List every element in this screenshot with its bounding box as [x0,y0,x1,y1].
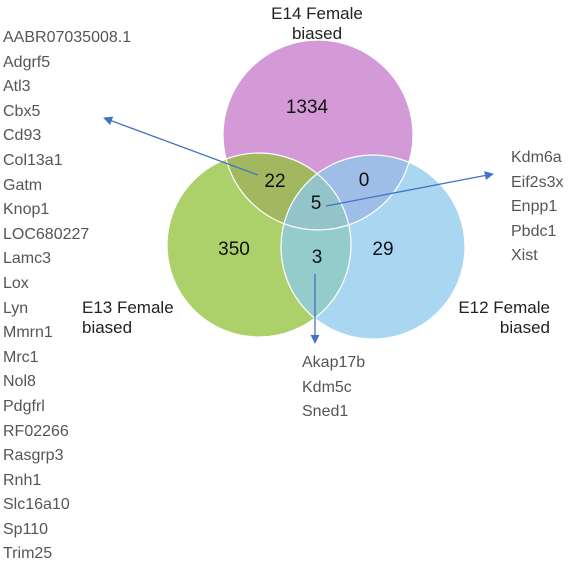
gene-item: Knop1 [3,201,50,219]
gene-item: Rnh1 [3,471,42,489]
count-all-three: 5 [311,193,322,214]
arrow-all-three [325,171,494,207]
count-e14-e12: 0 [359,170,370,191]
gene-item: Xist [511,247,538,265]
gene-item: Kdm5c [302,378,352,396]
arrow-e14-e13 [103,116,259,176]
set-label-e13: E13 Female biased [82,298,174,337]
gene-item: Lox [3,274,29,292]
gene-list-e13-e12: Akap17b Kdm5c Sned1 [302,351,365,425]
gene-item: Rasgrp3 [3,447,64,465]
gene-item: Atl3 [3,78,31,96]
gene-item: Col13a1 [3,151,63,169]
gene-item: Mmrn1 [3,324,53,342]
gene-item: Cd93 [3,127,42,145]
gene-item: Akap17b [302,354,366,371]
gene-item: Slc16a10 [3,496,70,514]
gene-item: Pbdc1 [511,222,557,240]
circle-e12 [281,155,465,339]
gene-item: Trim25 [3,545,53,563]
gene-item: Nol8 [3,373,36,391]
gene-item: Sned1 [302,403,349,421]
gene-item: Mrc1 [3,348,39,366]
count-e13-only: 350 [218,239,250,260]
gene-list-all-three: Kdm6a Eif2s3x Enpp1 Pbdc1 Xist [511,146,563,269]
count-e13-e12: 3 [312,247,323,268]
count-e14-e13: 22 [264,171,285,192]
gene-item: Lyn [3,299,29,317]
count-e12-only: 29 [372,239,393,260]
gene-item: Adgrf5 [3,53,51,71]
set-label-e14: E14 Female biased [271,4,363,43]
gene-item: Cbx5 [3,102,41,120]
gene-item: LOC680227 [3,225,90,243]
gene-item: Pdgfrl [3,397,45,415]
gene-item: Eif2s3x [511,173,564,191]
gene-item: Lamc3 [3,250,52,268]
gene-item: RF02266 [3,422,69,440]
gene-item: Enpp1 [511,198,558,216]
gene-item: Gatm [3,176,43,194]
gene-list-e14-e13: AABR07035008.1 Adgrf5 Atl3 Cbx5 Cd93 Col13a1 G… [3,26,131,567]
set-label-e12: E12 Female biased [458,298,550,337]
gene-item: Kdm6a [511,149,562,166]
gene-item: Sp110 [3,520,49,538]
count-e14-only: 1334 [286,97,329,118]
gene-item: AABR07035008.1 [3,29,132,46]
